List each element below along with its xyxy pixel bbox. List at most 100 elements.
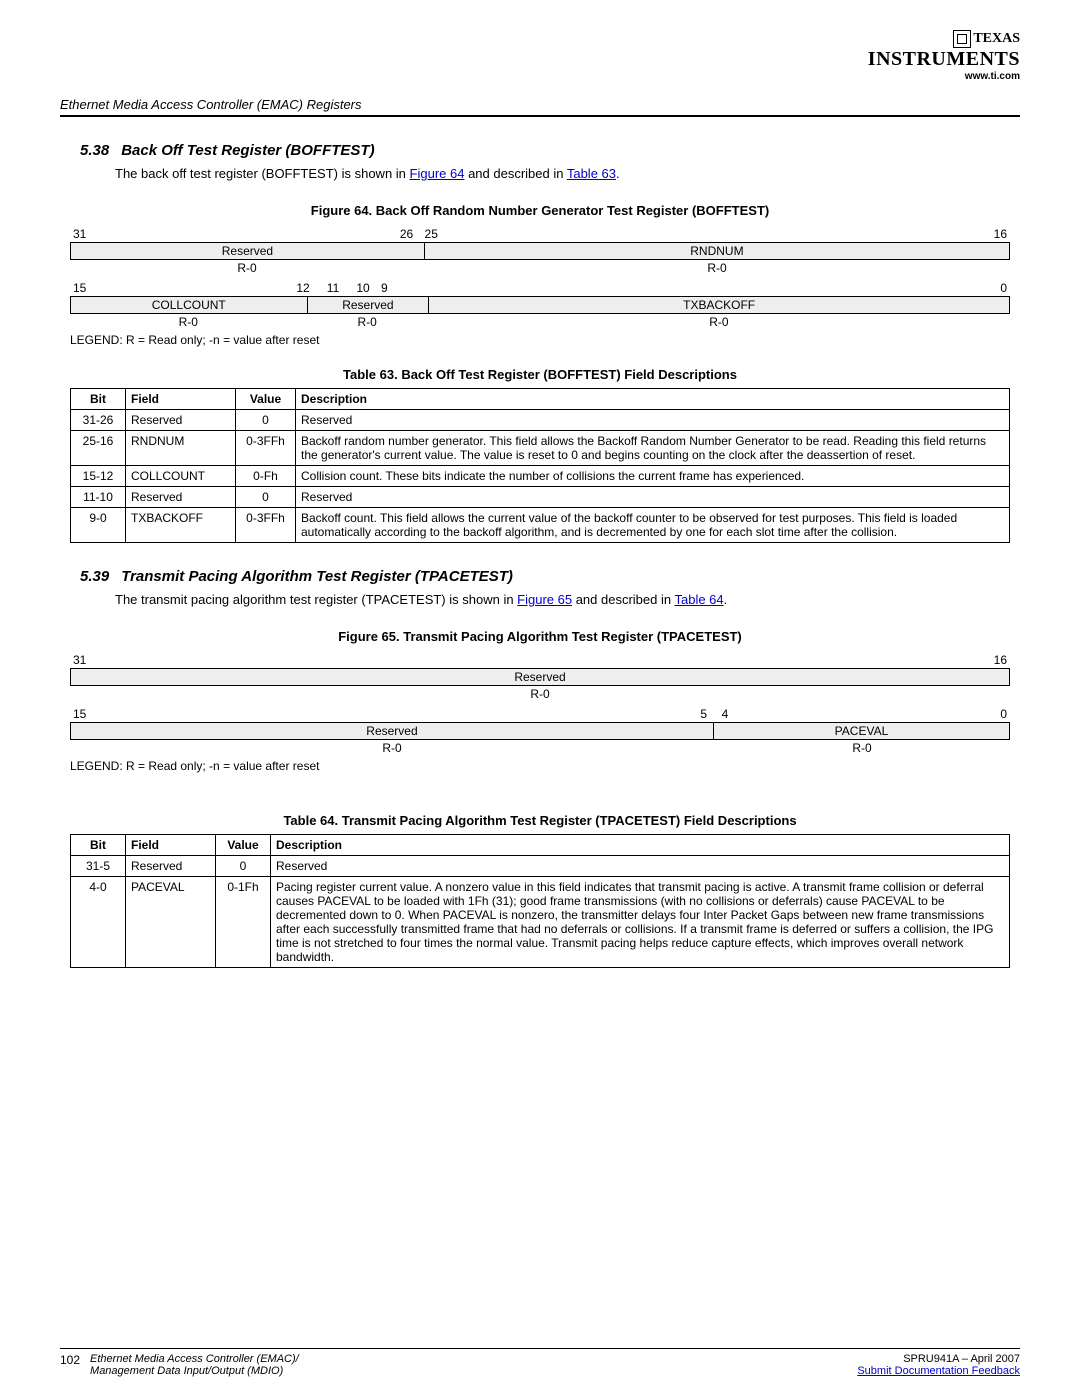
- footer-title: Ethernet Media Access Controller (EMAC)/…: [90, 1353, 299, 1377]
- table-cell: 0: [216, 856, 271, 877]
- table-cell: Pacing register current value. A nonzero…: [271, 877, 1010, 968]
- table-cell: 31-5: [71, 856, 126, 877]
- bit-label: 26: [392, 226, 422, 242]
- table-cell: 31-26: [71, 410, 126, 431]
- table-row: 31-5Reserved0Reserved: [71, 856, 1010, 877]
- table-cell: 9-0: [71, 508, 126, 543]
- bit-label: 10: [348, 280, 378, 296]
- section-intro-bofftest: The back off test register (BOFFTEST) is…: [115, 165, 1020, 183]
- table-cell: 25-16: [71, 431, 126, 466]
- table-cell: 0-Fh: [236, 466, 296, 487]
- feedback-link[interactable]: Submit Documentation Feedback: [857, 1365, 1020, 1377]
- table-63: Bit Field Value Description 31-26Reserve…: [70, 388, 1010, 543]
- th-field: Field: [126, 835, 216, 856]
- figure-65-caption: Figure 65. Transmit Pacing Algorithm Tes…: [60, 629, 1020, 644]
- table-63-link[interactable]: Table 63: [567, 166, 616, 181]
- reg-field-txbackoff: TXBACKOFF: [429, 296, 1010, 314]
- bit-label: 12: [288, 280, 318, 296]
- th-value: Value: [216, 835, 271, 856]
- bit-label: 15: [70, 706, 89, 722]
- th-field: Field: [126, 389, 236, 410]
- table-row: 9-0TXBACKOFF0-3FFhBackoff count. This fi…: [71, 508, 1010, 543]
- table-cell: 0-3FFh: [236, 431, 296, 466]
- doc-id: SPRU941A – April 2007: [903, 1353, 1020, 1365]
- bit-label: 25: [422, 226, 452, 242]
- figure-64-caption: Figure 64. Back Off Random Number Genera…: [60, 203, 1020, 218]
- chip-icon: [953, 30, 971, 48]
- logo: TEXAS INSTRUMENTS www.ti.com: [868, 30, 1020, 82]
- intro-text: The transmit pacing algorithm test regis…: [115, 592, 517, 607]
- reg-field-reserved: Reserved: [308, 296, 430, 314]
- bit-label: 15: [70, 280, 89, 296]
- rw-label: R-0: [70, 314, 307, 330]
- rw-label: R-0: [70, 686, 1010, 702]
- intro-text: and described in: [572, 592, 674, 607]
- figure-65-link[interactable]: Figure 65: [517, 592, 572, 607]
- table-64-link[interactable]: Table 64: [674, 592, 723, 607]
- section-intro-tpacetest: The transmit pacing algorithm test regis…: [115, 591, 1020, 609]
- bit-label: 11: [318, 280, 348, 296]
- table-row: 25-16RNDNUM0-3FFhBackoff random number g…: [71, 431, 1010, 466]
- reg-field-reserved: Reserved: [70, 722, 714, 740]
- bit-label: 16: [991, 652, 1010, 668]
- section-heading-bofftest: 5.38Back Off Test Register (BOFFTEST): [80, 142, 1020, 159]
- reg-field-rndnum: RNDNUM: [425, 242, 1010, 260]
- th-value: Value: [236, 389, 296, 410]
- table-row: 11-10Reserved0Reserved: [71, 487, 1010, 508]
- table-row: 31-26Reserved0Reserved: [71, 410, 1010, 431]
- bit-label: 31: [70, 652, 89, 668]
- logo-url: www.ti.com: [868, 71, 1020, 82]
- th-desc: Description: [271, 835, 1010, 856]
- table-cell: 11-10: [71, 487, 126, 508]
- th-bit: Bit: [71, 835, 126, 856]
- table-cell: 15-12: [71, 466, 126, 487]
- bit-label: 9: [378, 280, 408, 296]
- bit-label: 5: [689, 706, 719, 722]
- register-diagram-bofftest: 31 26 25 16 Reserved RNDNUM R-0 R-0 15 1…: [70, 226, 1010, 330]
- logo-bottom: INSTRUMENTS: [868, 48, 1020, 71]
- table-cell: 4-0: [71, 877, 126, 968]
- breadcrumb: Ethernet Media Access Controller (EMAC) …: [60, 97, 1020, 117]
- rw-label: R-0: [714, 740, 1010, 756]
- rw-label: R-0: [70, 740, 714, 756]
- table-cell: 0: [236, 487, 296, 508]
- rw-label: R-0: [428, 314, 1010, 330]
- legend: LEGEND: R = Read only; -n = value after …: [70, 333, 1010, 347]
- table-cell: Backoff count. This field allows the cur…: [296, 508, 1010, 543]
- register-diagram-tpacetest: 31 16 Reserved R-0 15 5 4 0 Reserved PAC…: [70, 652, 1010, 756]
- table-cell: Reserved: [271, 856, 1010, 877]
- table-cell: TXBACKOFF: [126, 508, 236, 543]
- table-cell: Reserved: [296, 410, 1010, 431]
- table-cell: Reserved: [126, 410, 236, 431]
- table-cell: 0: [236, 410, 296, 431]
- intro-text: .: [616, 166, 620, 181]
- table-cell: Reserved: [126, 856, 216, 877]
- table-cell: 0-3FFh: [236, 508, 296, 543]
- intro-text: .: [724, 592, 728, 607]
- table-cell: Reserved: [126, 487, 236, 508]
- table-cell: RNDNUM: [126, 431, 236, 466]
- section-title: Transmit Pacing Algorithm Test Register …: [121, 568, 513, 585]
- reg-field-paceval: PACEVAL: [714, 722, 1010, 740]
- figure-64-link[interactable]: Figure 64: [410, 166, 465, 181]
- reg-field-reserved: Reserved: [70, 668, 1010, 686]
- intro-text: and described in: [464, 166, 566, 181]
- th-bit: Bit: [71, 389, 126, 410]
- table-64-caption: Table 64. Transmit Pacing Algorithm Test…: [60, 813, 1020, 828]
- th-desc: Description: [296, 389, 1010, 410]
- table-cell: Collision count. These bits indicate the…: [296, 466, 1010, 487]
- bit-label: 16: [991, 226, 1010, 242]
- section-num: 5.38: [80, 142, 109, 159]
- table-cell: 0-1Fh: [216, 877, 271, 968]
- rw-label: R-0: [70, 260, 424, 276]
- bit-label: 0: [992, 706, 1010, 722]
- logo-top: TEXAS: [973, 31, 1020, 46]
- table-cell: PACEVAL: [126, 877, 216, 968]
- bit-label: 4: [719, 706, 749, 722]
- page-number: 102: [60, 1353, 80, 1377]
- rw-label: R-0: [307, 314, 428, 330]
- table-63-caption: Table 63. Back Off Test Register (BOFFTE…: [60, 367, 1020, 382]
- rw-label: R-0: [424, 260, 1010, 276]
- bit-label: 0: [992, 280, 1010, 296]
- table-row: 15-12COLLCOUNT0-FhCollision count. These…: [71, 466, 1010, 487]
